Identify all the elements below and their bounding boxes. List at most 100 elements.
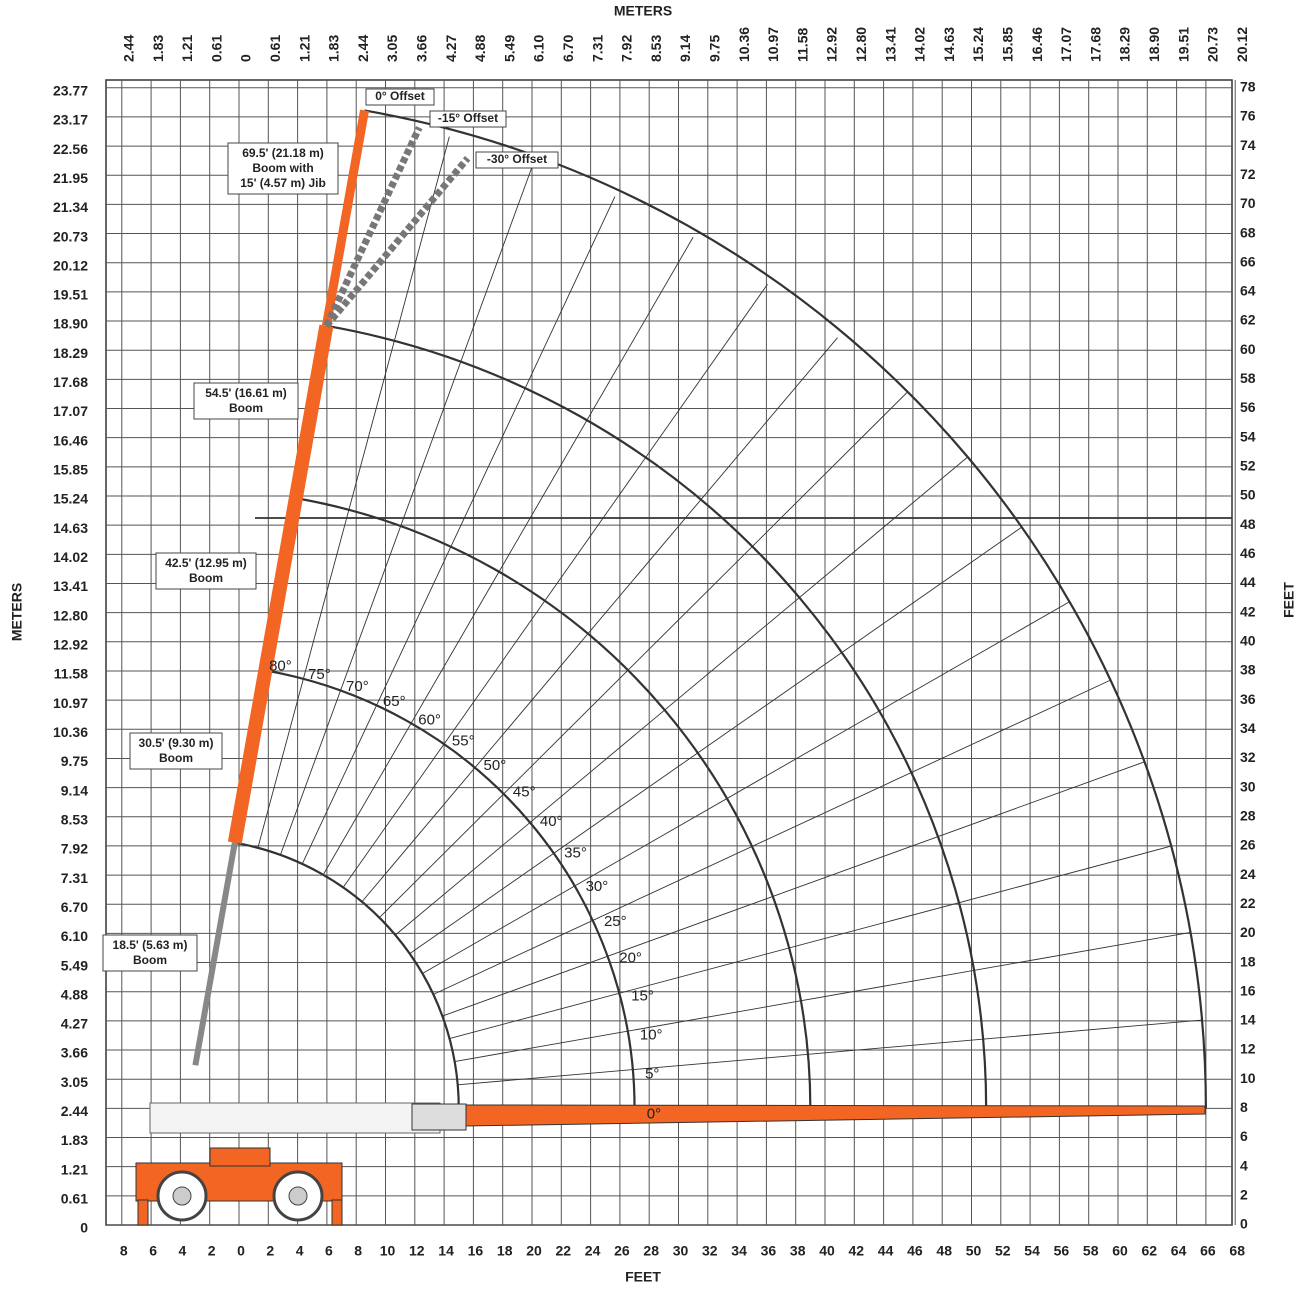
- bottom-tick-label: 16: [468, 1243, 484, 1259]
- top-tick-label: 14.02: [912, 27, 928, 62]
- bottom-tick-label: 38: [790, 1243, 806, 1259]
- top-tick-label: 10.36: [736, 27, 752, 62]
- top-tick-label: 1.83: [326, 35, 342, 62]
- top-tick-label: 1.21: [179, 35, 195, 62]
- left-tick-label: 4.88: [61, 986, 88, 1002]
- boom-label: 42.5' (12.95 m): [165, 556, 247, 570]
- boom-label: Boom: [189, 571, 223, 585]
- top-tick-label: 13.41: [882, 27, 898, 62]
- left-tick-label: 1.21: [61, 1161, 88, 1177]
- bottom-tick-label: 12: [409, 1243, 425, 1259]
- top-tick-label: 6.70: [560, 35, 576, 62]
- angle-label: 55°: [452, 733, 475, 750]
- bottom-tick-label: 58: [1083, 1243, 1099, 1259]
- left-tick-label: 12.80: [53, 607, 88, 623]
- right-title: FEET: [1281, 582, 1297, 618]
- right-tick-label: 8: [1240, 1099, 1248, 1115]
- right-tick-label: 34: [1240, 720, 1256, 736]
- left-tick-label: 22.56: [53, 141, 88, 157]
- bottom-tick-label: 4: [296, 1243, 304, 1259]
- left-tick-label: 14.63: [53, 520, 88, 536]
- left-tick-label: 13.41: [53, 578, 88, 594]
- radius-arc: [234, 841, 460, 1109]
- angle-ray: [409, 526, 1023, 955]
- left-tick-label: 10.36: [53, 724, 88, 740]
- offset-jib: [323, 126, 423, 328]
- bottom-tick-label: 2: [266, 1243, 274, 1259]
- carrier: [135, 1102, 1206, 1226]
- left-tick-label: 0: [80, 1220, 88, 1236]
- bottom-tick-label: 64: [1171, 1243, 1187, 1259]
- bottom-tick-label: 34: [731, 1243, 747, 1259]
- angle-label: 25°: [604, 913, 627, 930]
- top-title: METERS: [614, 3, 672, 19]
- top-tick-label: 10.97: [765, 27, 781, 62]
- right-tick-label: 16: [1240, 982, 1256, 998]
- offset-label: 0° Offset: [375, 89, 424, 103]
- offset-label-box: [429, 110, 507, 128]
- angle-label: 65°: [383, 693, 406, 710]
- left-tick-label: 11.58: [54, 666, 88, 682]
- hub: [172, 1186, 192, 1206]
- bottom-tick-label: 40: [819, 1243, 835, 1259]
- boom-label-box: [102, 934, 198, 972]
- bottom-title: FEET: [625, 1269, 661, 1285]
- right-tick-label: 12: [1240, 1041, 1256, 1057]
- angle-label: 5°: [645, 1066, 659, 1083]
- offset-label-box: [475, 151, 559, 169]
- bottom-tick-label: 50: [966, 1243, 982, 1259]
- right-tick-label: 10: [1240, 1070, 1256, 1086]
- right-tick-label: 64: [1240, 283, 1256, 299]
- angle-ray: [395, 456, 968, 936]
- left-tick-label: 12.92: [53, 637, 88, 653]
- left-tick-label: 6.70: [61, 899, 88, 915]
- right-tick-label: 48: [1240, 516, 1256, 532]
- bottom-tick-label: 20: [526, 1243, 542, 1259]
- right-tick-label: 6: [1240, 1128, 1248, 1144]
- angle-label: 15°: [631, 988, 654, 1005]
- top-tick-label: 17.07: [1058, 27, 1074, 62]
- left-tick-label: 18.90: [53, 316, 88, 332]
- boom-label: Boom: [229, 401, 263, 415]
- angle-label: 35°: [564, 844, 587, 861]
- right-tick-label: 0: [1240, 1216, 1248, 1232]
- bottom-tick-label: 18: [497, 1243, 513, 1259]
- bottom-tick-label: 66: [1200, 1243, 1216, 1259]
- right-tick-label: 70: [1240, 195, 1256, 211]
- boom-label: Boom: [133, 953, 167, 967]
- angle-ray: [342, 284, 768, 888]
- bottom-tick-label: 26: [614, 1243, 630, 1259]
- left-tick-label: 17.07: [53, 403, 88, 419]
- boom-label: 18.5' (5.63 m): [113, 938, 188, 952]
- bottom-tick-label: 2: [208, 1243, 216, 1259]
- right-tick-label: 38: [1240, 662, 1256, 678]
- boom-label: 69.5' (21.18 m): [242, 146, 324, 160]
- offset-label-box: [365, 88, 435, 106]
- top-tick-label: 3.05: [384, 35, 400, 62]
- top-tick-label: 4.27: [443, 35, 459, 62]
- turntable: [209, 1147, 271, 1167]
- right-tick-label: 20: [1240, 924, 1256, 940]
- angle-ray: [279, 162, 534, 856]
- boom-head: [411, 1103, 467, 1131]
- right-tick-label: 46: [1240, 545, 1256, 561]
- boom-label: Boom with: [252, 161, 313, 175]
- bottom-tick-label: 68: [1229, 1243, 1245, 1259]
- right-tick-label: 56: [1240, 399, 1256, 415]
- labels: 2.44 1.83 1.21 0.61 0 0.61 1.21 1.83 2.44 3.05 3.6…: [53, 27, 1256, 1259]
- bottom-tick-label: 60: [1112, 1243, 1128, 1259]
- right-tick-label: 58: [1240, 370, 1256, 386]
- bottom-tick-label: 46: [907, 1243, 923, 1259]
- top-tick-label: 6.10: [531, 35, 547, 62]
- radius-arc: [364, 109, 1207, 1109]
- bottom-tick-label: 32: [702, 1243, 718, 1259]
- left-tick-label: 21.95: [53, 170, 88, 186]
- top-tick-label: 12.92: [824, 27, 840, 62]
- top-tick-label: 19.51: [1175, 27, 1191, 62]
- top-tick-label: 9.14: [677, 35, 693, 62]
- bottom-tick-label: 8: [120, 1243, 128, 1259]
- right-tick-label: 44: [1240, 574, 1256, 590]
- boom-label-box: [193, 382, 299, 420]
- top-tick-label: 1.21: [296, 35, 312, 62]
- main-boom: [227, 324, 334, 844]
